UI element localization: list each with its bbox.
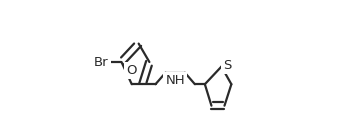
Text: Br: Br (94, 56, 109, 68)
Text: NH: NH (165, 74, 185, 87)
Text: O: O (126, 64, 137, 77)
Text: S: S (223, 59, 231, 72)
